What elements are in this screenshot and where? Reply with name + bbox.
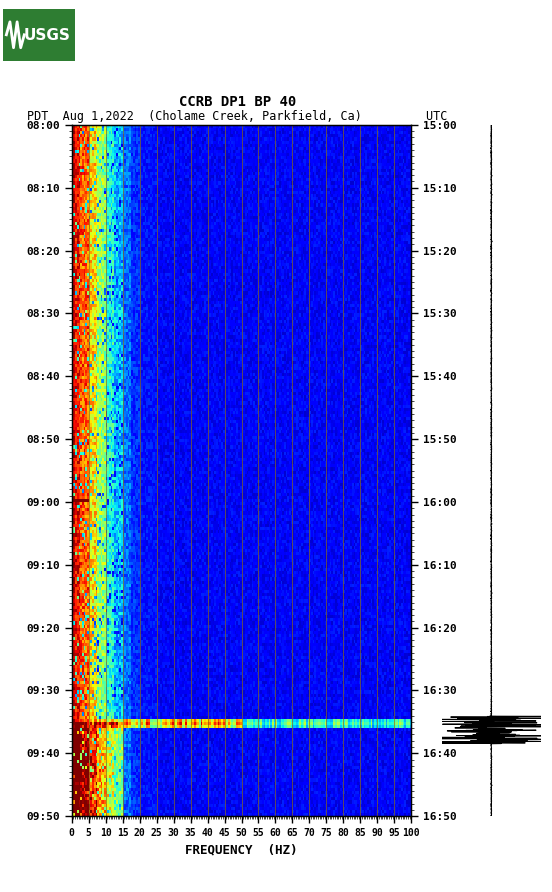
Text: USGS: USGS [24,29,71,44]
Text: PDT  Aug 1,2022  (Cholame Creek, Parkfield, Ca)         UTC: PDT Aug 1,2022 (Cholame Creek, Parkfield… [27,110,448,123]
X-axis label: FREQUENCY  (HZ): FREQUENCY (HZ) [185,844,298,856]
Text: CCRB DP1 BP 40: CCRB DP1 BP 40 [179,95,296,109]
